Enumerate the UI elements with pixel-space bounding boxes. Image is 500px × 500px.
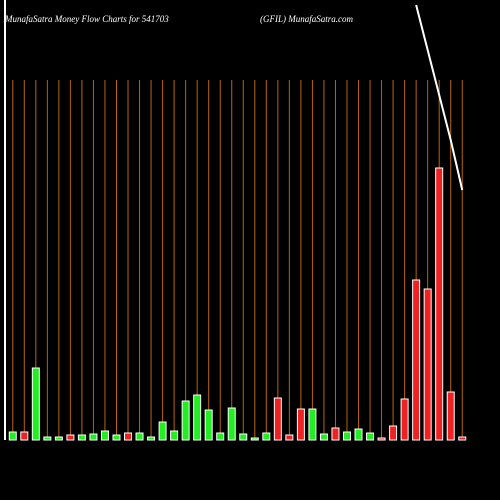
- bar: [227, 407, 236, 441]
- bar: [112, 434, 121, 441]
- bar: [423, 288, 432, 441]
- bar: [446, 391, 455, 441]
- bar: [331, 427, 340, 441]
- bar: [100, 430, 109, 441]
- chart-subtitle: (GFIL) MunafaSatra.com: [260, 14, 353, 24]
- bar: [319, 433, 328, 441]
- bar: [20, 431, 29, 441]
- bar: [273, 397, 282, 441]
- bar: [8, 431, 17, 441]
- bar: [285, 434, 294, 441]
- price-line: [415, 4, 464, 191]
- chart-title: MunafaSatra Money Flow Charts for 541703: [4, 14, 169, 24]
- bar: [124, 432, 133, 441]
- bar: [54, 436, 63, 441]
- bar: [31, 367, 40, 441]
- bar: [389, 425, 398, 441]
- bar: [296, 408, 305, 441]
- bar: [239, 433, 248, 441]
- bar: [262, 432, 271, 441]
- bar: [158, 421, 167, 441]
- bar: [308, 408, 317, 441]
- bar: [66, 434, 75, 441]
- bar: [458, 436, 467, 441]
- bar: [181, 400, 190, 441]
- bar: [216, 432, 225, 441]
- bar: [250, 437, 259, 441]
- bar: [377, 437, 386, 441]
- bar: [43, 436, 52, 441]
- bar: [400, 398, 409, 441]
- bar: [77, 434, 86, 441]
- bar: [354, 428, 363, 441]
- bar: [366, 432, 375, 441]
- bar: [435, 167, 444, 441]
- bar: [89, 433, 98, 441]
- bar: [204, 409, 213, 441]
- bar: [170, 430, 179, 441]
- bar: [412, 279, 421, 441]
- bar: [147, 436, 156, 441]
- bar: [135, 432, 144, 441]
- bar: [193, 394, 202, 441]
- bar: [342, 431, 351, 441]
